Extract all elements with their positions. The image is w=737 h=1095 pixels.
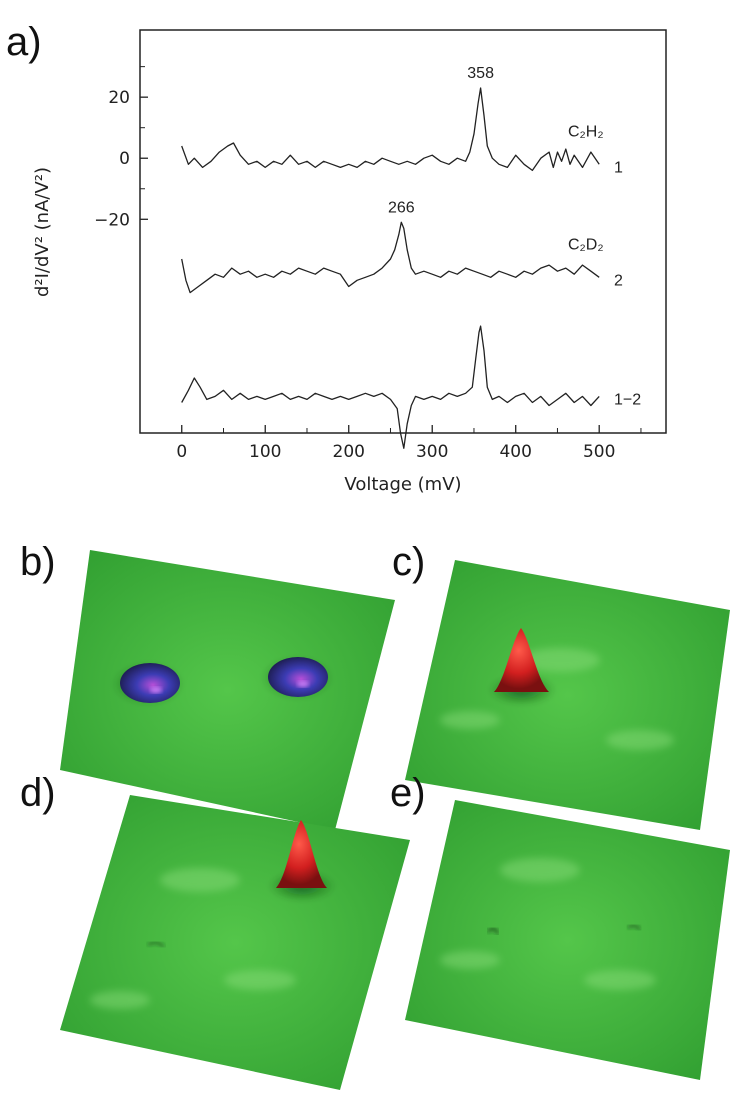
panel-label-a: a) xyxy=(6,20,42,64)
dip-left-highlight xyxy=(150,687,162,693)
x-tick-label: 100 xyxy=(249,442,281,462)
panel-label-c: c) xyxy=(392,540,425,584)
peak-c xyxy=(494,628,549,692)
peak-d xyxy=(276,820,327,888)
x-tick-label: 400 xyxy=(499,442,531,462)
x-ticks: 0 100 200 300 400 500 xyxy=(176,425,642,462)
trace-mark-e-right xyxy=(627,924,641,931)
annotations: 1 C₂H₂ 358 2 C₂D₂ 266 1−2 xyxy=(388,65,641,408)
peak-label: 358 xyxy=(467,65,494,82)
chart-panel-a: 0 100 200 300 400 500 200−20 1C₂H₂3582C₂D₂266… xyxy=(32,29,667,495)
trace-2 xyxy=(181,221,600,294)
dip-right-highlight xyxy=(297,681,309,687)
trace-1 xyxy=(181,87,600,172)
x-tick-label: 200 xyxy=(333,442,365,462)
trace-number-label: 1−2 xyxy=(614,391,641,408)
y-tick-label: −20 xyxy=(94,210,130,230)
x-tick-label: 500 xyxy=(583,442,615,462)
panel-label-e: e) xyxy=(390,771,426,815)
peak-label: 266 xyxy=(388,199,415,216)
trace-number-label: 2 xyxy=(614,272,623,289)
surface-plane-e xyxy=(405,800,730,1080)
surface-image-c xyxy=(405,560,730,830)
surface-image-d xyxy=(60,795,410,1090)
traces xyxy=(181,87,600,449)
plot-frame xyxy=(139,29,667,434)
y-axis-title: d²I/dV² (nA/V²) xyxy=(32,167,53,297)
panel-label-b: b) xyxy=(20,540,56,584)
trace-mark-d xyxy=(147,941,165,948)
molecule-label: C₂H₂ xyxy=(568,123,604,140)
surface-image-b xyxy=(60,550,395,830)
x-tick-label: 300 xyxy=(416,442,448,462)
trace-number-label: 1 xyxy=(614,159,623,176)
surface-plane-b xyxy=(60,550,395,830)
x-tick-label: 0 xyxy=(176,442,187,462)
x-axis-title: Voltage (mV) xyxy=(344,474,461,495)
dip-left xyxy=(120,663,180,703)
molecule-label: C₂D₂ xyxy=(568,236,604,253)
trace-mark-e-left xyxy=(487,927,500,935)
y-tick-label: 20 xyxy=(108,88,130,108)
y-ticks: 20 0 −20 xyxy=(94,66,148,230)
surface-plane-d xyxy=(60,795,410,1090)
y-tick-label: 0 xyxy=(119,149,130,169)
trace-3 xyxy=(181,325,600,449)
dip-right xyxy=(268,657,328,697)
surface-image-e xyxy=(405,800,730,1080)
surface-plane-c xyxy=(405,560,730,830)
panel-label-d: d) xyxy=(20,771,56,815)
